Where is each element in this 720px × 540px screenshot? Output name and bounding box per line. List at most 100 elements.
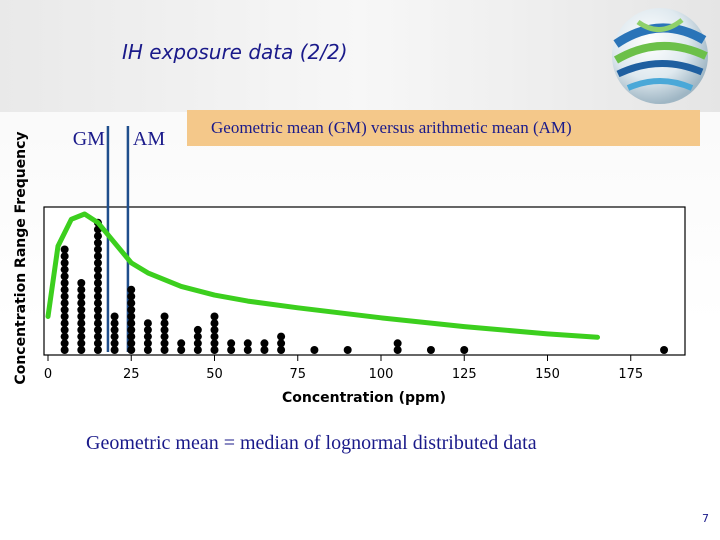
x-axis-label: Concentration (ppm): [282, 390, 446, 406]
data-point: [93, 332, 102, 341]
data-point: [77, 305, 86, 314]
data-point: [60, 339, 69, 348]
data-point: [143, 332, 152, 341]
data-point: [143, 325, 152, 334]
lognormal-curve: [45, 211, 600, 340]
page-number: 7: [702, 512, 709, 525]
reference-label-am: AM: [133, 128, 165, 150]
x-tick-label: 150: [535, 367, 560, 382]
data-point: [127, 299, 136, 308]
data-point: [77, 279, 86, 287]
data-point: [93, 299, 102, 308]
plot-area: [43, 206, 686, 356]
data-point: [193, 346, 202, 354]
data-point: [393, 339, 402, 348]
data-point: [277, 339, 286, 348]
data-point: [210, 325, 219, 334]
data-point: [210, 312, 219, 321]
data-point: [160, 332, 169, 341]
data-point: [210, 339, 219, 348]
data-point: [210, 319, 219, 328]
data-point: [160, 325, 169, 334]
data-point: [77, 292, 86, 301]
data-point: [143, 346, 152, 354]
data-point: [227, 339, 236, 348]
x-tick-label: 175: [618, 367, 643, 382]
data-point: [60, 299, 69, 308]
data-point: [143, 319, 152, 328]
data-point: [110, 339, 119, 348]
data-point: [77, 346, 86, 354]
data-point: [93, 339, 102, 348]
x-tick-label: 100: [369, 367, 394, 382]
data-point: [210, 346, 219, 354]
data-point: [160, 339, 169, 348]
data-point: [227, 346, 236, 354]
globe-logo-icon: [612, 8, 708, 104]
data-point: [60, 312, 69, 321]
data-point: [93, 258, 102, 267]
data-point: [243, 339, 252, 348]
x-tick-label: 25: [123, 367, 140, 382]
data-point: [127, 346, 136, 354]
data-point: [260, 346, 269, 354]
data-point: [93, 292, 102, 301]
bottom-caption: Geometric mean = median of lognormal dis…: [86, 432, 537, 454]
data-point: [277, 332, 286, 341]
data-point: [127, 332, 136, 341]
page-title: IH exposure data (2/2): [122, 40, 348, 64]
data-point: [193, 325, 202, 334]
data-point: [426, 346, 435, 354]
data-point: [77, 332, 86, 341]
data-point: [310, 346, 319, 354]
data-point: [60, 265, 69, 274]
data-point: [60, 285, 69, 294]
y-axis-label: Concentration Range Frequency: [13, 131, 29, 384]
data-point: [93, 232, 102, 241]
data-point: [93, 265, 102, 274]
x-tick-label: 0: [44, 367, 52, 382]
data-point: [210, 332, 219, 341]
data-point: [93, 272, 102, 281]
data-point: [60, 332, 69, 341]
data-point: [110, 325, 119, 334]
data-point: [260, 339, 269, 348]
data-point: [93, 325, 102, 334]
data-point: [93, 279, 102, 287]
data-point: [77, 319, 86, 328]
data-point: [110, 312, 119, 321]
data-point: [277, 346, 286, 354]
callout-text: Geometric mean (GM) versus arithmetic me…: [211, 118, 572, 137]
data-point: [193, 339, 202, 348]
data-point: [77, 312, 86, 321]
data-point: [460, 346, 469, 354]
data-point: [60, 258, 69, 267]
data-point: [143, 339, 152, 348]
data-point: [93, 245, 102, 254]
data-point: [243, 346, 252, 354]
data-point: [127, 285, 136, 294]
data-point: [93, 312, 102, 321]
data-point: [93, 305, 102, 314]
data-point: [60, 319, 69, 328]
x-tick-label: 50: [206, 367, 223, 382]
data-point: [60, 272, 69, 281]
data-point: [660, 346, 669, 354]
data-point: [60, 305, 69, 314]
data-point: [343, 346, 352, 354]
data-point: [60, 245, 69, 254]
data-point: [93, 319, 102, 328]
data-point: [193, 332, 202, 341]
data-point: [93, 285, 102, 294]
data-point: [160, 312, 169, 321]
data-point: [160, 319, 169, 328]
callout-box: Geometric mean (GM) versus arithmetic me…: [187, 110, 700, 146]
data-point: [60, 292, 69, 301]
data-point: [60, 279, 69, 287]
x-tick-label: 125: [452, 367, 477, 382]
data-point: [77, 285, 86, 294]
data-point: [77, 325, 86, 334]
data-point: [127, 292, 136, 301]
data-point: [127, 339, 136, 348]
